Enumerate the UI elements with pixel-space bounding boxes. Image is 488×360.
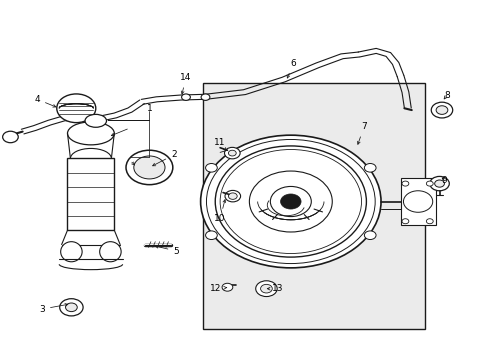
Text: 9: 9 xyxy=(441,176,447,185)
Text: 7: 7 xyxy=(357,122,366,144)
Circle shape xyxy=(270,186,311,217)
Circle shape xyxy=(435,106,447,114)
Text: 4: 4 xyxy=(34,95,56,107)
Circle shape xyxy=(215,146,366,257)
Text: 6: 6 xyxy=(286,59,296,78)
Circle shape xyxy=(60,299,83,316)
Circle shape xyxy=(228,193,237,199)
Circle shape xyxy=(426,219,432,224)
Circle shape xyxy=(205,163,217,172)
Circle shape xyxy=(255,281,277,297)
Text: 1: 1 xyxy=(146,104,152,113)
Ellipse shape xyxy=(61,242,82,262)
Circle shape xyxy=(401,181,408,186)
Circle shape xyxy=(401,219,408,224)
Circle shape xyxy=(222,283,232,291)
Text: 5: 5 xyxy=(155,246,179,256)
Text: 11: 11 xyxy=(214,138,225,150)
Circle shape xyxy=(429,176,448,191)
Circle shape xyxy=(2,131,18,143)
Circle shape xyxy=(280,194,301,209)
Ellipse shape xyxy=(85,114,106,127)
Circle shape xyxy=(126,150,172,185)
Circle shape xyxy=(200,135,380,268)
Circle shape xyxy=(364,163,375,172)
Text: 3: 3 xyxy=(39,303,68,314)
Bar xyxy=(400,178,435,225)
Bar xyxy=(203,83,424,329)
Circle shape xyxy=(134,156,164,179)
Ellipse shape xyxy=(70,148,111,168)
Circle shape xyxy=(205,231,217,239)
Text: 2: 2 xyxy=(152,150,176,166)
Bar xyxy=(67,158,114,230)
Circle shape xyxy=(181,94,190,100)
Text: 13: 13 xyxy=(267,284,283,293)
Ellipse shape xyxy=(100,242,121,262)
Text: 8: 8 xyxy=(443,91,449,100)
Circle shape xyxy=(224,190,240,202)
Ellipse shape xyxy=(67,122,114,145)
Circle shape xyxy=(426,181,432,186)
Circle shape xyxy=(430,102,452,118)
Circle shape xyxy=(364,231,375,239)
Circle shape xyxy=(57,94,96,123)
Circle shape xyxy=(249,171,331,232)
Circle shape xyxy=(228,150,236,156)
Circle shape xyxy=(434,180,444,187)
Circle shape xyxy=(403,191,432,212)
Circle shape xyxy=(260,284,272,293)
Circle shape xyxy=(224,147,240,159)
Text: 12: 12 xyxy=(209,284,226,293)
Circle shape xyxy=(65,303,77,312)
Circle shape xyxy=(201,94,209,100)
Text: 14: 14 xyxy=(180,73,191,94)
Text: 10: 10 xyxy=(214,200,225,223)
